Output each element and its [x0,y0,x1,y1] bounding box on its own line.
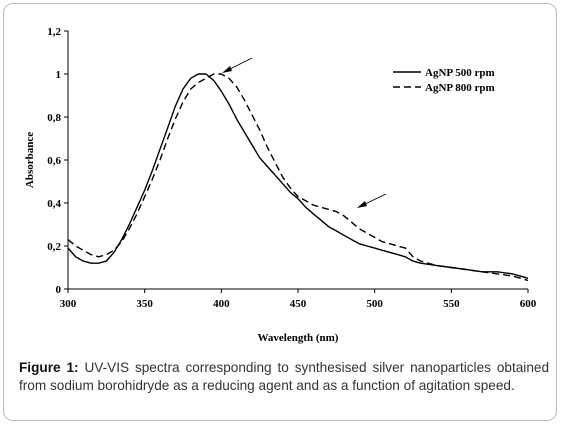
x-tick-label: 450 [290,298,307,310]
y-tick-label: 0,2 [47,241,61,253]
caption-label: Figure 1: [19,360,79,375]
arrow-peak [222,57,253,73]
legend-label-800: AgNP 800 rpm [425,82,495,94]
absorbance-chart: 300 350 400 450 500 550 600 00,20,40,60,811,2 … [24,26,537,344]
y-axis-title: Absorbance [24,132,36,188]
figure-frame [3,3,557,421]
legend-label-500: AgNP 500 rpm [425,67,495,79]
figure-caption: Figure 1: UV-VIS spectra corresponding t… [19,359,549,395]
x-tick-group: 300 350 400 450 500 550 600 [60,289,537,310]
y-tick-label: 0,8 [47,112,61,124]
x-axis-title: Wavelength (nm) [258,332,339,344]
series-line-800rpm [67,73,529,282]
y-tick-label: 0,6 [47,155,61,167]
y-tick-group: 0 0,2 0,4 0,6 0,8 1 1,2 [47,26,68,296]
x-tick-label: 300 [60,298,77,310]
x-tick-label: 350 [136,298,153,310]
caption-text: UV-VIS spectra corresponding to synthesi… [19,360,550,393]
series-lines [67,73,529,282]
y-tick-label: 0 [56,284,62,296]
y-tick-label: 1,2 [47,26,61,38]
x-tick-label: 600 [520,298,537,310]
x-tick-label: 500 [366,298,383,310]
series-line-500rpm [67,73,529,279]
arrow-shoulder [357,193,387,208]
x-tick-label: 550 [443,298,460,310]
legend: AgNP 500 rpm AgNP 800 rpm [393,67,495,94]
y-tick-label: 0,4 [47,198,61,210]
y-tick-label: 1 [56,69,62,81]
x-tick-label: 400 [213,298,230,310]
